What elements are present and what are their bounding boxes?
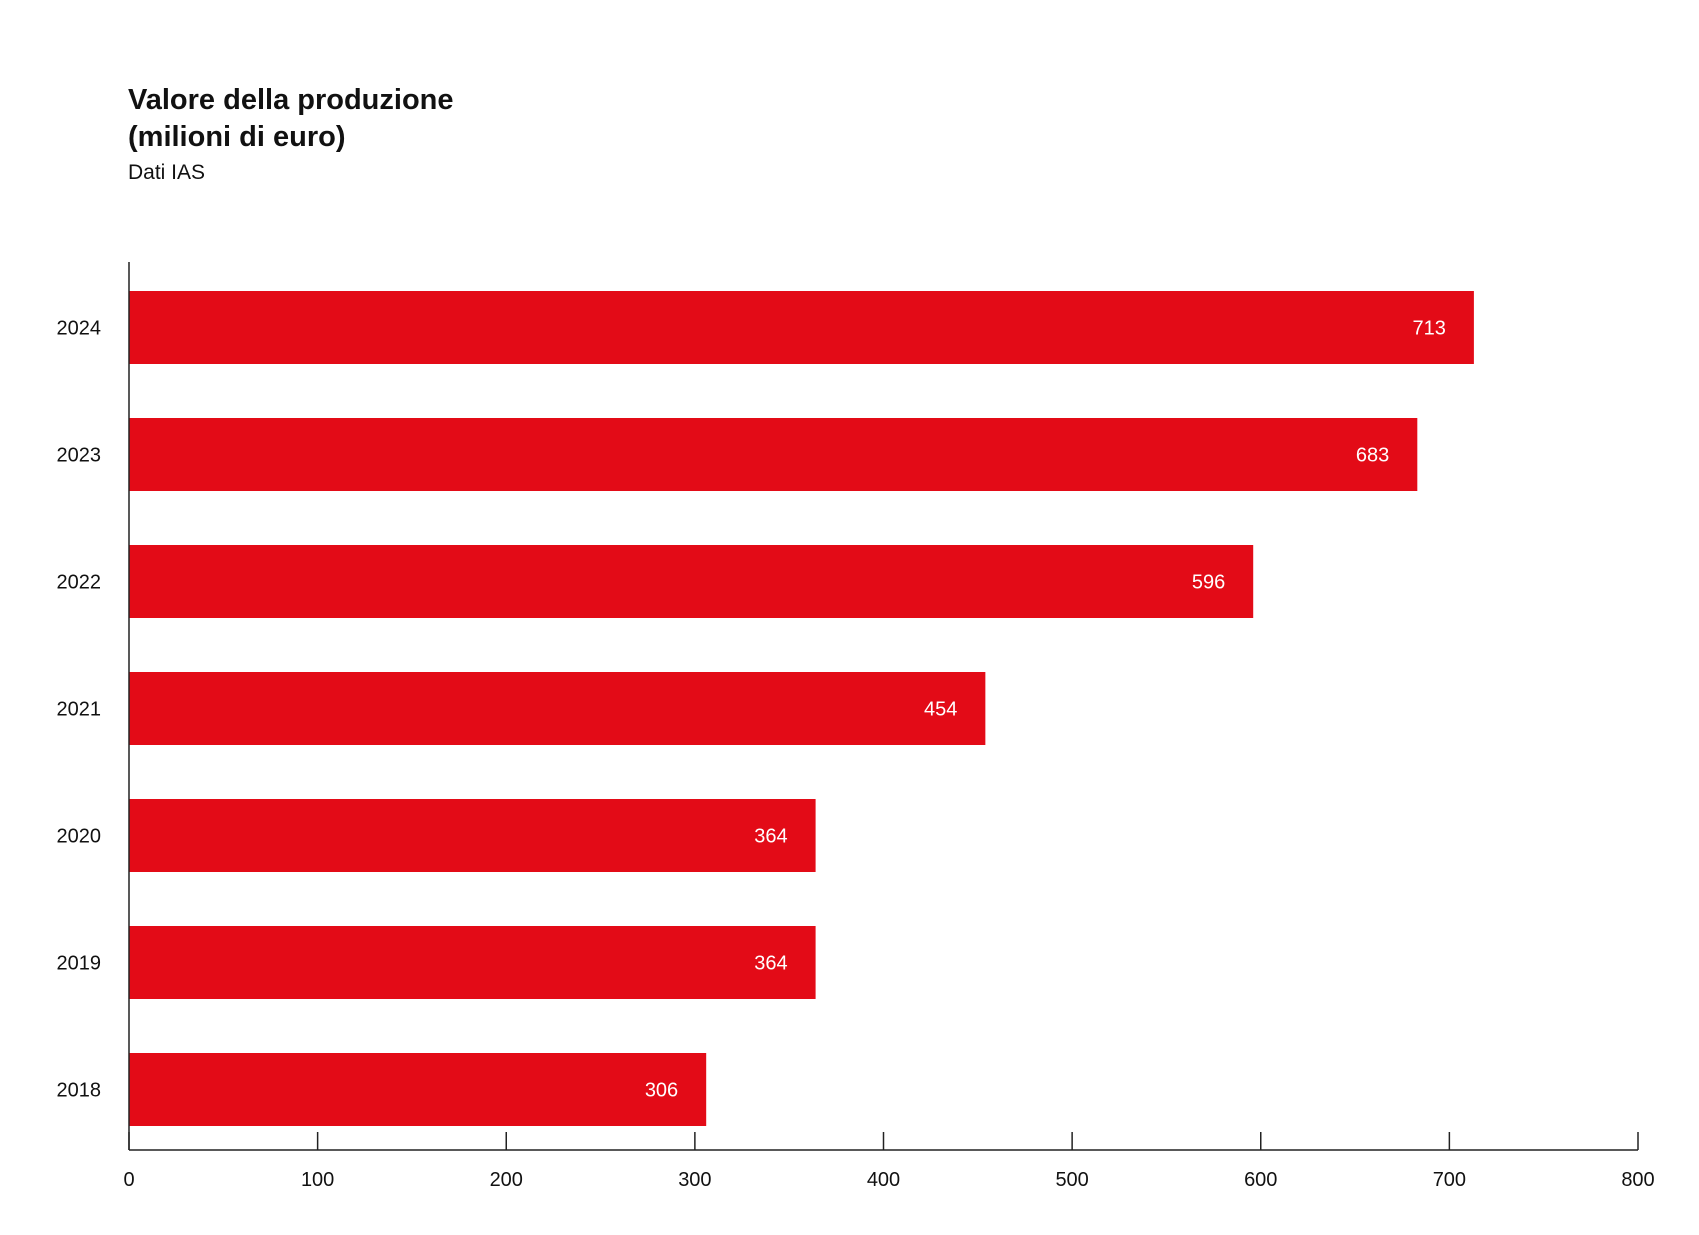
x-tick-label-300: 300 [678, 1169, 711, 1191]
x-tick-label-600: 600 [1244, 1169, 1277, 1191]
bar-value-label-2024: 713 [1413, 318, 1446, 340]
x-tick-label-800: 800 [1621, 1169, 1654, 1191]
bar-2020 [129, 799, 816, 872]
bar-value-label-2021: 454 [924, 699, 957, 721]
bar-2021 [129, 672, 986, 745]
chart-subtitle: Dati IAS [128, 161, 206, 184]
x-tick-label-400: 400 [867, 1169, 900, 1191]
category-label-2024: 2024 [57, 318, 102, 340]
x-tick-label-200: 200 [490, 1169, 523, 1191]
chart-title: Valore della produzione (milioni di euro… [128, 82, 454, 156]
category-label-2019: 2019 [57, 953, 102, 975]
bar-value-label-2018: 306 [645, 1080, 678, 1102]
chart-title-line-2: (milioni di euro) [128, 121, 346, 153]
bar-2022 [129, 545, 1254, 618]
bar-2023 [129, 418, 1418, 491]
x-tick-label-500: 500 [1055, 1169, 1088, 1191]
chart-title-line-1: Valore della produzione [128, 84, 454, 116]
x-tick-label-100: 100 [301, 1169, 334, 1191]
bar-2018 [129, 1053, 707, 1126]
category-label-2020: 2020 [57, 826, 102, 848]
category-label-2022: 2022 [57, 572, 102, 594]
category-label-2018: 2018 [57, 1080, 102, 1102]
bar-value-label-2019: 364 [754, 953, 787, 975]
x-tick-label-700: 700 [1433, 1169, 1466, 1191]
category-label-2023: 2023 [57, 445, 102, 467]
bar-value-label-2023: 683 [1356, 445, 1389, 467]
x-tick-label-0: 0 [123, 1169, 134, 1191]
bar-2024 [129, 291, 1474, 364]
category-label-2021: 2021 [57, 699, 102, 721]
bar-value-label-2022: 596 [1192, 572, 1225, 594]
bar-value-label-2020: 364 [754, 826, 787, 848]
bar-2019 [129, 926, 816, 999]
